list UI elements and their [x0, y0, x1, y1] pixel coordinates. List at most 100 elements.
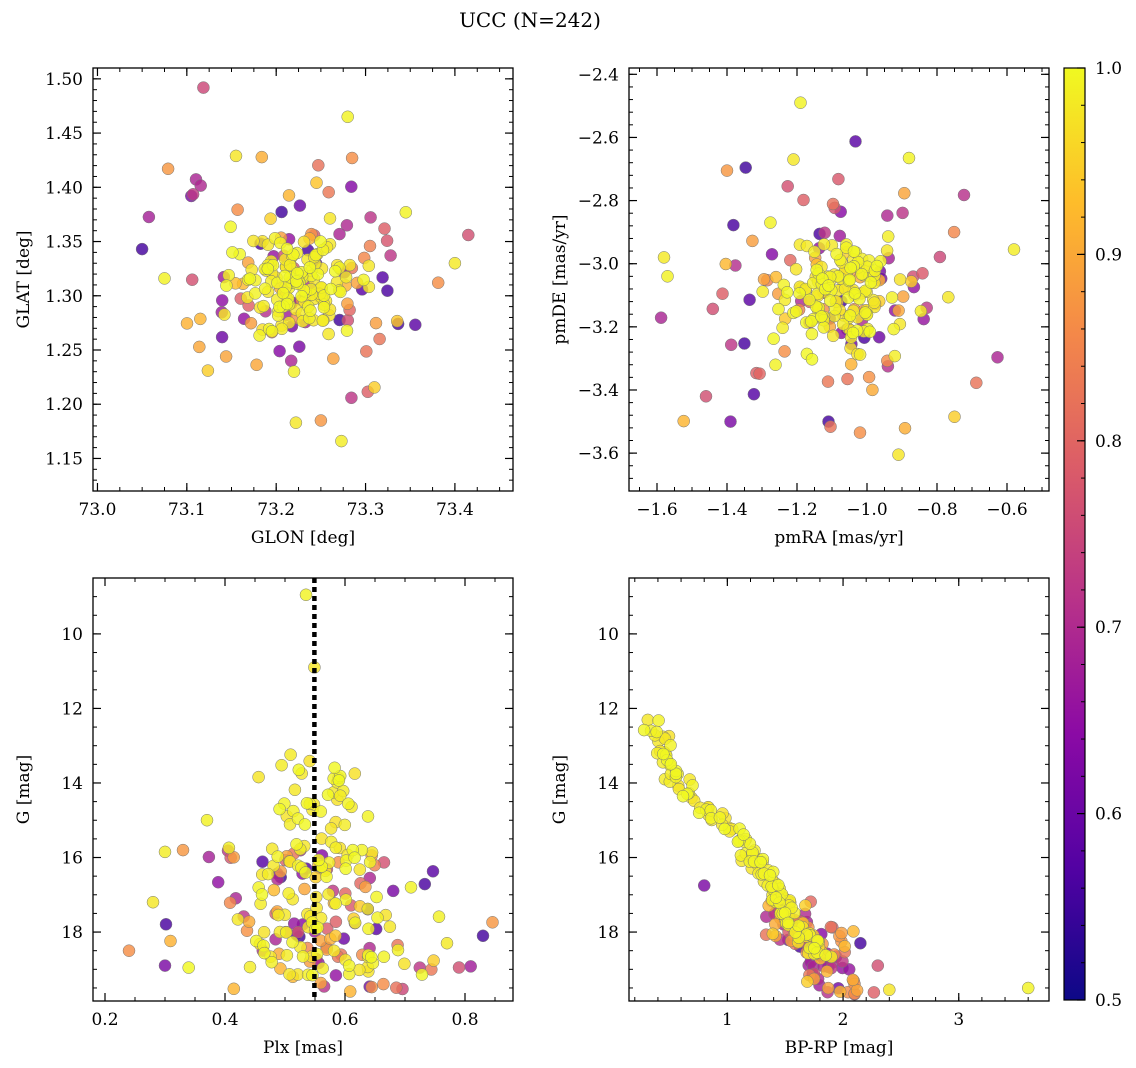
- colorbar-tick-label: 0.7: [1095, 618, 1122, 638]
- data-point: [324, 282, 338, 296]
- data-point: [738, 337, 751, 350]
- data-point: [284, 354, 298, 368]
- data-point: [801, 975, 814, 988]
- data-point: [664, 757, 678, 771]
- data-point: [341, 297, 354, 310]
- colorbar-tick-label: 0.5: [1095, 991, 1122, 1011]
- data-point: [265, 955, 278, 969]
- data-point: [765, 248, 779, 261]
- data-point: [289, 416, 303, 429]
- data-point: [815, 310, 828, 323]
- data-point: [898, 186, 911, 200]
- data-point: [202, 850, 216, 864]
- data-point: [905, 275, 918, 288]
- data-point: [866, 383, 879, 397]
- data-point: [275, 758, 288, 772]
- data-point: [342, 959, 356, 972]
- data-point: [769, 270, 783, 284]
- data-point: [334, 789, 347, 802]
- data-point: [267, 883, 281, 897]
- data-point: [256, 855, 269, 868]
- data-point: [243, 960, 257, 974]
- data-point: [916, 267, 929, 280]
- data-point: [833, 985, 847, 998]
- data-point: [753, 367, 766, 380]
- data-point: [787, 153, 800, 166]
- data-point: [287, 365, 301, 378]
- data-point: [743, 293, 756, 307]
- data-point: [280, 297, 294, 311]
- data-point: [716, 287, 729, 300]
- data-point: [452, 961, 466, 974]
- y-tick-label: −3.0: [578, 255, 619, 275]
- y-tick-label: 1.20: [45, 395, 83, 415]
- data-point: [314, 805, 328, 818]
- data-point: [293, 199, 307, 212]
- data-point: [377, 977, 390, 991]
- data-point: [772, 302, 785, 316]
- data-point: [823, 294, 837, 307]
- data-point: [764, 216, 777, 229]
- data-point: [370, 890, 383, 904]
- data-point: [724, 338, 738, 352]
- data-point: [357, 273, 370, 287]
- data-point: [399, 206, 413, 219]
- data-point: [803, 293, 816, 307]
- data-point: [652, 714, 665, 727]
- data-point: [364, 211, 377, 224]
- data-point: [826, 197, 840, 211]
- data-point: [739, 161, 752, 174]
- y-tick-label: −3.4: [578, 381, 619, 401]
- y-tick-label: −3.6: [578, 444, 619, 464]
- data-point: [818, 226, 831, 240]
- data-point: [220, 279, 233, 292]
- data-point: [763, 869, 777, 882]
- data-point: [697, 879, 711, 892]
- data-point: [793, 287, 806, 300]
- data-point: [273, 344, 286, 358]
- data-point: [754, 855, 767, 869]
- data-point: [291, 267, 304, 280]
- data-point: [841, 372, 854, 386]
- x-tick-label: −0.8: [916, 500, 957, 520]
- data-point: [821, 981, 835, 995]
- data-point: [426, 865, 440, 878]
- y-axis-label: pmDE [mas/yr]: [550, 214, 570, 344]
- data-point: [847, 925, 860, 938]
- data-point: [348, 767, 362, 780]
- data-point: [386, 884, 400, 898]
- data-point: [378, 222, 391, 235]
- y-tick-label: 1.25: [45, 341, 83, 361]
- data-point: [211, 875, 225, 889]
- data-point: [335, 434, 348, 448]
- data-point: [283, 968, 296, 981]
- data-point: [676, 789, 690, 803]
- data-point: [1021, 981, 1035, 995]
- x-tick-label: 73.4: [436, 500, 474, 520]
- data-point: [847, 245, 861, 258]
- x-tick-label: −1.6: [636, 500, 677, 520]
- data-point: [772, 878, 785, 892]
- data-point: [252, 770, 265, 784]
- data-point: [821, 375, 835, 388]
- points-pm: [654, 96, 1021, 461]
- data-point: [288, 783, 302, 797]
- data-point: [898, 421, 912, 435]
- data-point: [158, 272, 171, 285]
- data-point: [427, 954, 440, 967]
- data-point: [361, 810, 375, 823]
- y-tick-label: 12: [61, 699, 83, 719]
- data-point: [846, 326, 860, 340]
- data-point: [887, 322, 900, 336]
- data-point: [226, 246, 239, 259]
- data-point: [766, 927, 780, 941]
- data-point: [650, 725, 663, 739]
- data-point: [363, 855, 377, 869]
- data-point: [830, 247, 843, 261]
- y-tick-label: 10: [61, 625, 83, 645]
- data-point: [870, 259, 884, 273]
- x-tick-label: 1: [722, 1010, 733, 1030]
- data-point: [329, 897, 342, 910]
- data-point: [200, 813, 214, 827]
